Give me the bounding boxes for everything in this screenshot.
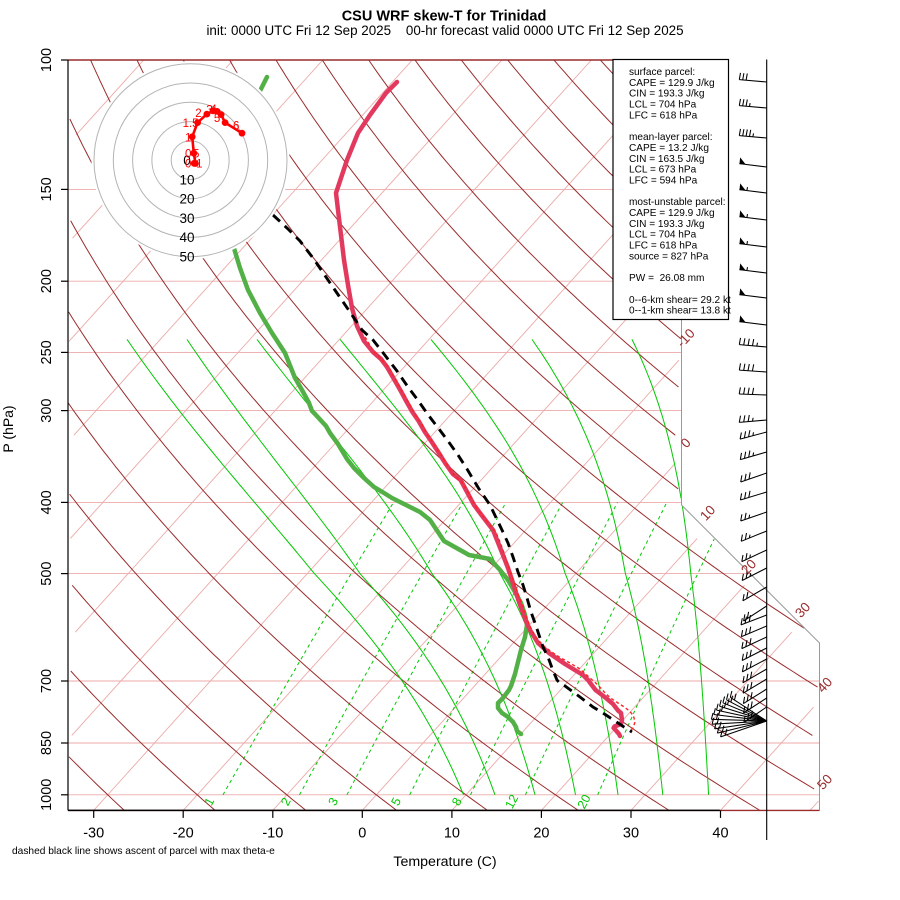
svg-text:50: 50 — [179, 250, 194, 265]
svg-text:20: 20 — [179, 192, 194, 207]
svg-text:LFC = 618 hPa: LFC = 618 hPa — [629, 110, 698, 121]
svg-text:10: 10 — [444, 825, 460, 841]
svg-text:init: 0000 UTC Fri 12 Sep 2025: init: 0000 UTC Fri 12 Sep 2025 00-hr for… — [206, 23, 683, 38]
svg-text:LFC = 618 hPa: LFC = 618 hPa — [629, 241, 698, 252]
svg-text:20: 20 — [738, 556, 759, 577]
svg-text:Temperature (C): Temperature (C) — [393, 854, 496, 870]
svg-text:surface parcel:: surface parcel: — [629, 67, 695, 78]
svg-text:100: 100 — [39, 48, 55, 72]
svg-text:40: 40 — [712, 825, 728, 841]
svg-text:5: 5 — [214, 113, 220, 125]
svg-text:LCL = 704 hPa: LCL = 704 hPa — [629, 230, 697, 241]
svg-text:-10: -10 — [262, 825, 283, 841]
svg-text:P (hPa): P (hPa) — [0, 405, 16, 452]
svg-text:CAPE = 13.2 J/kg: CAPE = 13.2 J/kg — [629, 143, 709, 154]
svg-text:0--1-km shear= 13.8 kt: 0--1-km shear= 13.8 kt — [629, 306, 731, 317]
svg-text:dashed black line shows ascent: dashed black line shows ascent of parcel… — [12, 846, 275, 857]
svg-text:10: 10 — [697, 502, 718, 523]
svg-text:CSU WRF skew-T for Trinidad: CSU WRF skew-T for Trinidad — [342, 9, 547, 25]
svg-text:0: 0 — [358, 825, 366, 841]
svg-text:-20: -20 — [173, 825, 194, 841]
svg-text:250: 250 — [39, 340, 55, 364]
svg-text:40: 40 — [814, 674, 835, 695]
svg-text:30: 30 — [792, 599, 813, 620]
svg-text:6: 6 — [233, 121, 239, 133]
svg-text:source = 827 hPa: source = 827 hPa — [629, 251, 709, 262]
svg-text:30: 30 — [623, 825, 639, 841]
svg-text:0: 0 — [185, 149, 191, 161]
svg-text:2: 2 — [195, 108, 201, 120]
svg-text:CIN = 193.3 J/kg: CIN = 193.3 J/kg — [629, 219, 704, 230]
svg-text:3: 3 — [206, 104, 212, 116]
svg-text:850: 850 — [39, 731, 55, 755]
svg-text:-30: -30 — [83, 825, 104, 841]
svg-text:1000: 1000 — [39, 779, 55, 811]
svg-text:CIN = 193.3 J/kg: CIN = 193.3 J/kg — [629, 89, 704, 100]
svg-text:LCL = 673 hPa: LCL = 673 hPa — [629, 165, 697, 176]
svg-text:30: 30 — [179, 211, 194, 226]
svg-text:200: 200 — [39, 269, 55, 293]
svg-text:20: 20 — [575, 792, 594, 811]
svg-text:1: 1 — [185, 132, 191, 144]
svg-text:CAPE = 129.9 J/kg: CAPE = 129.9 J/kg — [629, 78, 715, 89]
svg-text:4: 4 — [210, 104, 217, 116]
svg-text:300: 300 — [39, 398, 55, 422]
svg-text:CIN = 163.5 J/kg: CIN = 163.5 J/kg — [629, 154, 704, 165]
svg-text:1: 1 — [196, 159, 202, 171]
svg-text:40: 40 — [179, 230, 194, 245]
svg-text:mean-layer parcel:: mean-layer parcel: — [629, 132, 713, 143]
svg-text:10: 10 — [179, 172, 194, 187]
svg-text:150: 150 — [39, 177, 55, 201]
svg-text:50: 50 — [814, 771, 835, 792]
svg-text:0--6-km shear= 29.2 kt: 0--6-km shear= 29.2 kt — [629, 295, 731, 306]
svg-text:1.5: 1.5 — [183, 118, 199, 130]
svg-text:CAPE = 129.9 J/kg: CAPE = 129.9 J/kg — [629, 208, 715, 219]
svg-text:20: 20 — [533, 825, 549, 841]
svg-text:0: 0 — [185, 159, 191, 171]
svg-text:LCL = 704 hPa: LCL = 704 hPa — [629, 100, 697, 111]
svg-text:5: 5 — [193, 149, 199, 161]
svg-text:LFC = 594 hPa: LFC = 594 hPa — [629, 176, 698, 187]
svg-text:12: 12 — [502, 792, 521, 811]
svg-text:700: 700 — [39, 669, 55, 693]
svg-text:500: 500 — [39, 561, 55, 585]
svg-text:most-unstable parcel:: most-unstable parcel: — [629, 197, 726, 208]
svg-text:0: 0 — [183, 153, 191, 168]
svg-text:400: 400 — [39, 490, 55, 514]
svg-text:PW = 26.08 mm: PW = 26.08 mm — [629, 273, 704, 284]
